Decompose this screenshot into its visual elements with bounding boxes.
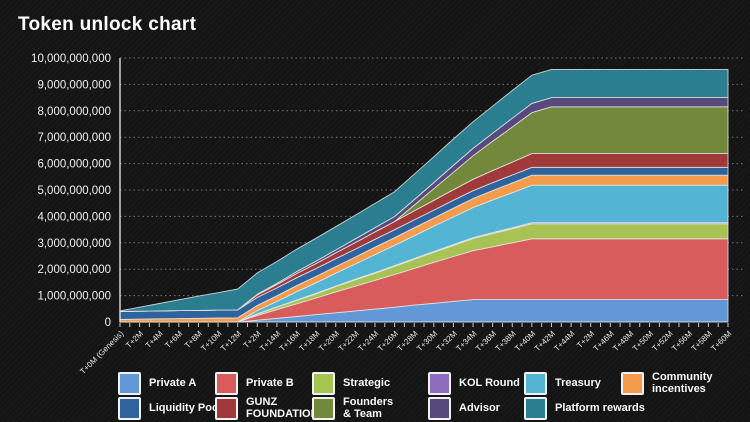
legend-item-advisor[interactable]: Advisor [428,397,500,420]
legend-label: Platform rewards [555,401,645,414]
stacked-areas [119,68,729,323]
legend-swatch [524,397,547,420]
x-tick-label: T+12M [219,329,243,353]
x-axis-labels: T+0M (Genesis)T+2MT+4MT+6MT+8MT+10MT+12M… [78,329,733,376]
legend-label: Treasury [555,376,601,389]
x-tick-label: T+20M [317,329,341,353]
legend-swatch [621,372,644,396]
y-tick-label: 3,000,000,000 [37,238,111,250]
x-tick-label: T+18M [297,329,321,353]
x-tick-label: T+24M [356,329,380,353]
x-tick-label: T+0M (Genesis) [78,329,125,376]
legend-label: Advisor [459,401,500,414]
x-tick-label: T+46M [592,329,616,353]
y-tick-label: 10,000,000,000 [31,53,111,65]
area-band-platform-rewards [119,68,729,312]
y-tick-label: 6,000,000,000 [37,159,111,171]
x-tick-label: T+16M [278,329,302,353]
x-tick-label: T+52M [650,329,674,353]
x-tick-label: T+26M [376,329,400,353]
x-tick-label: T+30M [415,329,439,353]
x-tick-label: T+50M [631,329,655,353]
y-tick-label: 1,000,000,000 [37,291,111,303]
legend-item-private-a[interactable]: Private A [118,372,196,395]
legend-label: GUNZ FOUNDATION [246,396,319,420]
x-tick-label: T+38M [494,329,518,353]
legend-item-treasury[interactable]: Treasury [524,372,601,395]
y-tick-label: 9,000,000,000 [37,79,111,91]
legend-label: Private B [246,376,294,389]
legend-swatch [215,397,238,421]
chart-title: Token unlock chart [18,14,197,35]
y-tick-label: 0 [105,317,111,329]
x-tick-label: T+28M [395,329,419,353]
y-axis-labels: 0 1,000,000,000 2,000,000,000 3,000,000,000… [31,53,111,329]
legend-item-platform-rewards[interactable]: Platform rewards [524,397,645,420]
x-tick-label: T+60M [709,329,733,353]
legend-item-strategic[interactable]: Strategic [312,372,390,395]
x-tick-label: T+22M [337,329,361,353]
legend-swatch [312,397,335,421]
x-tick-label: T+14M [258,329,282,353]
legend-swatch [428,397,451,420]
legend-item-founders-team[interactable]: Founders & Team [312,396,394,421]
legend-swatch [428,372,451,395]
legend-swatch [524,372,547,395]
y-tick-label: 7,000,000,000 [37,132,111,144]
legend-item-private-b[interactable]: Private B [215,372,294,395]
y-tick-label: 2,000,000,000 [37,264,111,276]
legend-item-community-incentives[interactable]: Community incentives [621,371,713,396]
x-tick-label: T+10M [199,329,223,353]
legend-label: Strategic [343,376,391,389]
y-tick-label: 8,000,000,000 [37,106,111,118]
legend-label: Founders & Team [343,396,394,420]
legend-swatch [118,372,141,395]
legend-item-kol-round[interactable]: KOL Round [428,372,520,395]
x-tick-label: T+44M [552,329,576,353]
legend-item-gunz-foundation[interactable]: GUNZ FOUNDATION [215,396,319,421]
x-tick-label: T+48M [611,329,635,353]
x-tick-label: T+42M [533,329,557,353]
x-tick-label: T+58M [690,329,714,353]
legend-swatch [118,397,141,420]
x-axis-ticks [119,323,729,327]
x-tick-label: T+40M [513,329,537,353]
x-tick-label: T+32M [435,329,459,353]
legend-swatch [215,372,238,395]
x-tick-label: T+4M [144,329,165,350]
legend-label: Community incentives [652,371,713,395]
y-tick-label: 5,000,000,000 [37,185,111,197]
legend-swatch [312,372,335,395]
x-tick-label: T+34M [454,329,478,353]
legend-label: Liquidity Pool [149,401,222,414]
legend-item-liquidity-pool[interactable]: Liquidity Pool [118,397,222,420]
legend-label: KOL Round [459,376,520,389]
x-tick-label: T+36M [474,329,498,353]
legend-label: Private A [149,376,197,389]
y-tick-label: 4,000,000,000 [37,211,111,223]
x-tick-label: T+2M [124,329,145,350]
x-tick-label: T+6M [163,329,184,350]
x-tick-label: T+56M [670,329,694,353]
